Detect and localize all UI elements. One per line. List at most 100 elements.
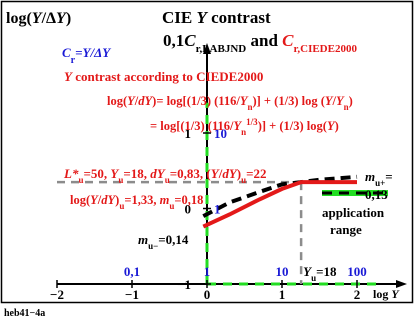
annotation-formula1-part-0: log(	[107, 94, 127, 108]
annotation-formula1-part-3: dY	[138, 94, 153, 108]
annotation-formula1-part-1: Y	[127, 94, 136, 108]
annotation-m-minus-part-2: =0,14	[158, 232, 189, 247]
annotation-params-part-8: =0,83, (	[170, 166, 211, 181]
annotation-formula1-part-2: /	[134, 94, 139, 108]
cr-axis-label-part-0: C	[62, 45, 71, 60]
annotation-log-value-part-3: dY	[101, 193, 116, 207]
x-axis-arrow	[396, 280, 407, 288]
annotation-m-plus-line1-part-1: u+	[375, 178, 385, 188]
annotation-m-plus-line1-part-0: m	[365, 169, 375, 184]
annotation-formula1-part-8: Y	[325, 94, 334, 108]
annotation-formula2-part-4: )] + (1/3) log(	[258, 119, 327, 133]
x-axis-title-part-1: Y	[391, 287, 400, 301]
blue-x-label-2: 10	[276, 264, 289, 279]
chart-title-part-0: CIE	[162, 8, 196, 27]
chart-subtitle-part-1: C	[184, 31, 196, 50]
blue-x-label-3: 100	[347, 264, 367, 279]
annotation-params-part-3: Y	[110, 166, 119, 181]
annotation-params-part-14: =22	[246, 166, 266, 181]
yu-label-part-0: Y	[303, 264, 312, 279]
annotation-params-part-1: u	[78, 175, 83, 185]
annotation-params-part-12: )	[237, 166, 241, 181]
x-tick-label-4: 2	[354, 287, 361, 302]
yu-label-part-2: =18	[316, 264, 337, 279]
annotation-params-part-7: u	[165, 175, 170, 185]
x-tick-label-0: −2	[50, 287, 64, 302]
annotation-formula1-part-12: )	[349, 94, 353, 108]
annotation-log-value-part-7: m	[160, 193, 170, 207]
annotation-log-value-part-5: u	[119, 201, 124, 211]
y-tick-label-2: 1	[185, 126, 192, 141]
x-tick-label-1: −1	[125, 287, 139, 302]
annotation-heading-part-0: Y	[64, 69, 73, 84]
annotation-params-part-5: =18,	[123, 166, 150, 181]
annotation-params-part-6: dY	[150, 166, 166, 181]
chart-subtitle-part-3: and	[246, 31, 282, 50]
chart-subtitle-part-0: 0,1	[163, 31, 184, 50]
y-axis-title-part-2: /Δ	[41, 10, 56, 27]
chart-subtitle-part-5: r,CIEDE2000	[294, 43, 358, 55]
annotation-log-value-part-2: /	[97, 193, 102, 207]
yu-label: Yu=18	[303, 264, 337, 283]
chart-title-part-1: Y	[196, 8, 208, 27]
chart-subtitle-part-2: r,LABJND	[196, 43, 247, 55]
application-label-line1: application	[322, 205, 385, 220]
annotation-formula1-part-11: n	[344, 102, 349, 112]
y-axis-title-part-0: log(	[6, 10, 32, 27]
annotation-formula1-part-10: Y	[336, 94, 345, 108]
cr-axis-label-part-1: r	[71, 55, 76, 66]
x-tick-label-3: 1	[279, 287, 286, 302]
blue-y-label-0: 10	[214, 126, 227, 141]
chart-title: CIE Y contrast	[162, 8, 271, 27]
annotation-formula2: = log[(1/3) (116/Yn1/3)] + (1/3) log(Y)	[150, 117, 339, 137]
annotation-params-part-0: L*	[63, 166, 79, 181]
annotation-log-value: log(Y/dY)u=1,33, mu=0,18	[70, 193, 203, 211]
annotation-log-value-part-6: =1,33,	[124, 193, 159, 207]
annotation-m-minus-part-1: u−	[148, 241, 158, 251]
annotation-formula1-part-6: n	[247, 102, 252, 112]
annotation-formula2-part-0: = log[(1/3) (116/	[150, 119, 234, 133]
annotation-params-part-13: u	[241, 175, 246, 185]
blue-x-label-0: 0,1	[124, 264, 140, 279]
y-axis-title-part-4: )	[66, 10, 71, 27]
annotation-params-part-11: dY	[222, 166, 238, 181]
annotation-m-plus-line1-part-2: =	[385, 169, 392, 184]
annotation-heading-part-1: contrast according to CIEDE2000	[72, 69, 263, 84]
annotation-params-part-10: /	[218, 166, 223, 181]
annotation-log-value-part-8: u	[169, 201, 174, 211]
annotation-m-minus-part-0: m	[138, 232, 148, 247]
x-axis-title-part-0: log	[373, 287, 391, 301]
annotation-params-part-9: Y	[211, 166, 220, 181]
y-axis-title-part-1: Y	[32, 10, 43, 27]
chart-subtitle: 0,1Cr,LABJND and Cr,CIEDE2000	[163, 31, 357, 55]
annotation-log-value-part-4: )	[115, 193, 119, 207]
yu-label-part-1: u	[311, 273, 316, 283]
annotation-m-plus-line1: mu+=	[365, 169, 393, 188]
blue-y-label-1: 1	[214, 202, 221, 217]
y-axis-arrow	[203, 43, 211, 54]
annotation-formula1-part-5: Y	[240, 94, 249, 108]
y-axis-title: log(Y/ΔY)	[6, 10, 71, 27]
annotation-m-minus: mu−=0,14	[138, 232, 189, 251]
annotation-log-value-part-9: =0,18	[174, 193, 203, 207]
annotation-formula2-part-2: n	[241, 127, 246, 137]
annotation-log-value-part-1: Y	[90, 193, 99, 207]
annotation-params: L*u=50, Yu=18, dYu=0,83, (Y/dY)u=22	[63, 166, 267, 185]
footer-code: heb41−4a	[4, 308, 45, 319]
annotation-formula1-part-4: )= log[(1/3) (116/	[152, 94, 240, 108]
annotation-heading: Y contrast according to CIEDE2000	[64, 69, 263, 84]
annotation-formula1-part-9: /	[332, 94, 337, 108]
annotation-formula2-part-3: 1/3	[246, 117, 258, 127]
y-axis-title-part-3: Y	[56, 10, 67, 27]
x-axis-title: log Y	[373, 287, 400, 301]
x-tick-label-2: 0	[204, 287, 211, 302]
series-line-1	[202, 180, 357, 229]
annotation-formula2-part-1: Y	[234, 119, 243, 133]
chart-subtitle-part-4: C	[282, 31, 294, 50]
annotation-formula2-part-6: )	[335, 119, 339, 133]
cr-axis-label: Cr=Y/ΔY	[62, 45, 111, 66]
y-tick-label-0: −1	[177, 277, 191, 292]
annotation-params-part-2: =50,	[83, 166, 110, 181]
